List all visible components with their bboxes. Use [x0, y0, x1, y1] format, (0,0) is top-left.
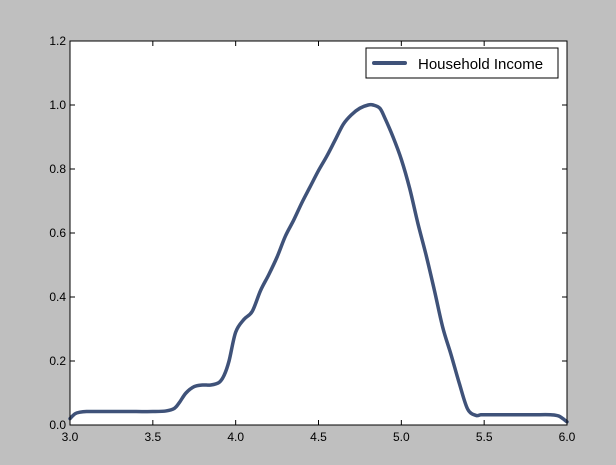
plot-area — [70, 41, 567, 425]
y-tick-label-3: 0.6 — [49, 226, 66, 240]
y-tick-label-4: 0.8 — [49, 162, 66, 176]
legend: Household Income — [365, 47, 559, 79]
x-tick-label-3: 4.5 — [310, 430, 327, 444]
x-tick-label-4: 5.0 — [393, 430, 410, 444]
series-layer — [68, 102, 569, 424]
x-tick-label-1: 3.5 — [144, 430, 161, 444]
y-tick-label-1: 0.2 — [49, 354, 66, 368]
x-tick-label-2: 4.0 — [227, 430, 244, 444]
x-tick-label-0: 3.0 — [62, 430, 79, 444]
series-line-household-income — [68, 102, 569, 424]
x-tick-label-6: 6.0 — [559, 430, 576, 444]
y-tick-label-0: 0.0 — [49, 418, 66, 432]
x-tick-label-5: 5.5 — [476, 430, 493, 444]
tick-labels: 3.0 3.5 4.0 4.5 5.0 5.5 6.0 0.0 0.2 0.4 0.6 0.8 1.0 1… — [49, 34, 575, 444]
legend-label-household-income: Household Income — [418, 56, 543, 73]
y-tick-label-2: 0.4 — [49, 290, 66, 304]
y-tick-label-6: 1.2 — [49, 34, 66, 48]
y-tick-label-5: 1.0 — [49, 98, 66, 112]
plot-frame — [69, 40, 568, 426]
